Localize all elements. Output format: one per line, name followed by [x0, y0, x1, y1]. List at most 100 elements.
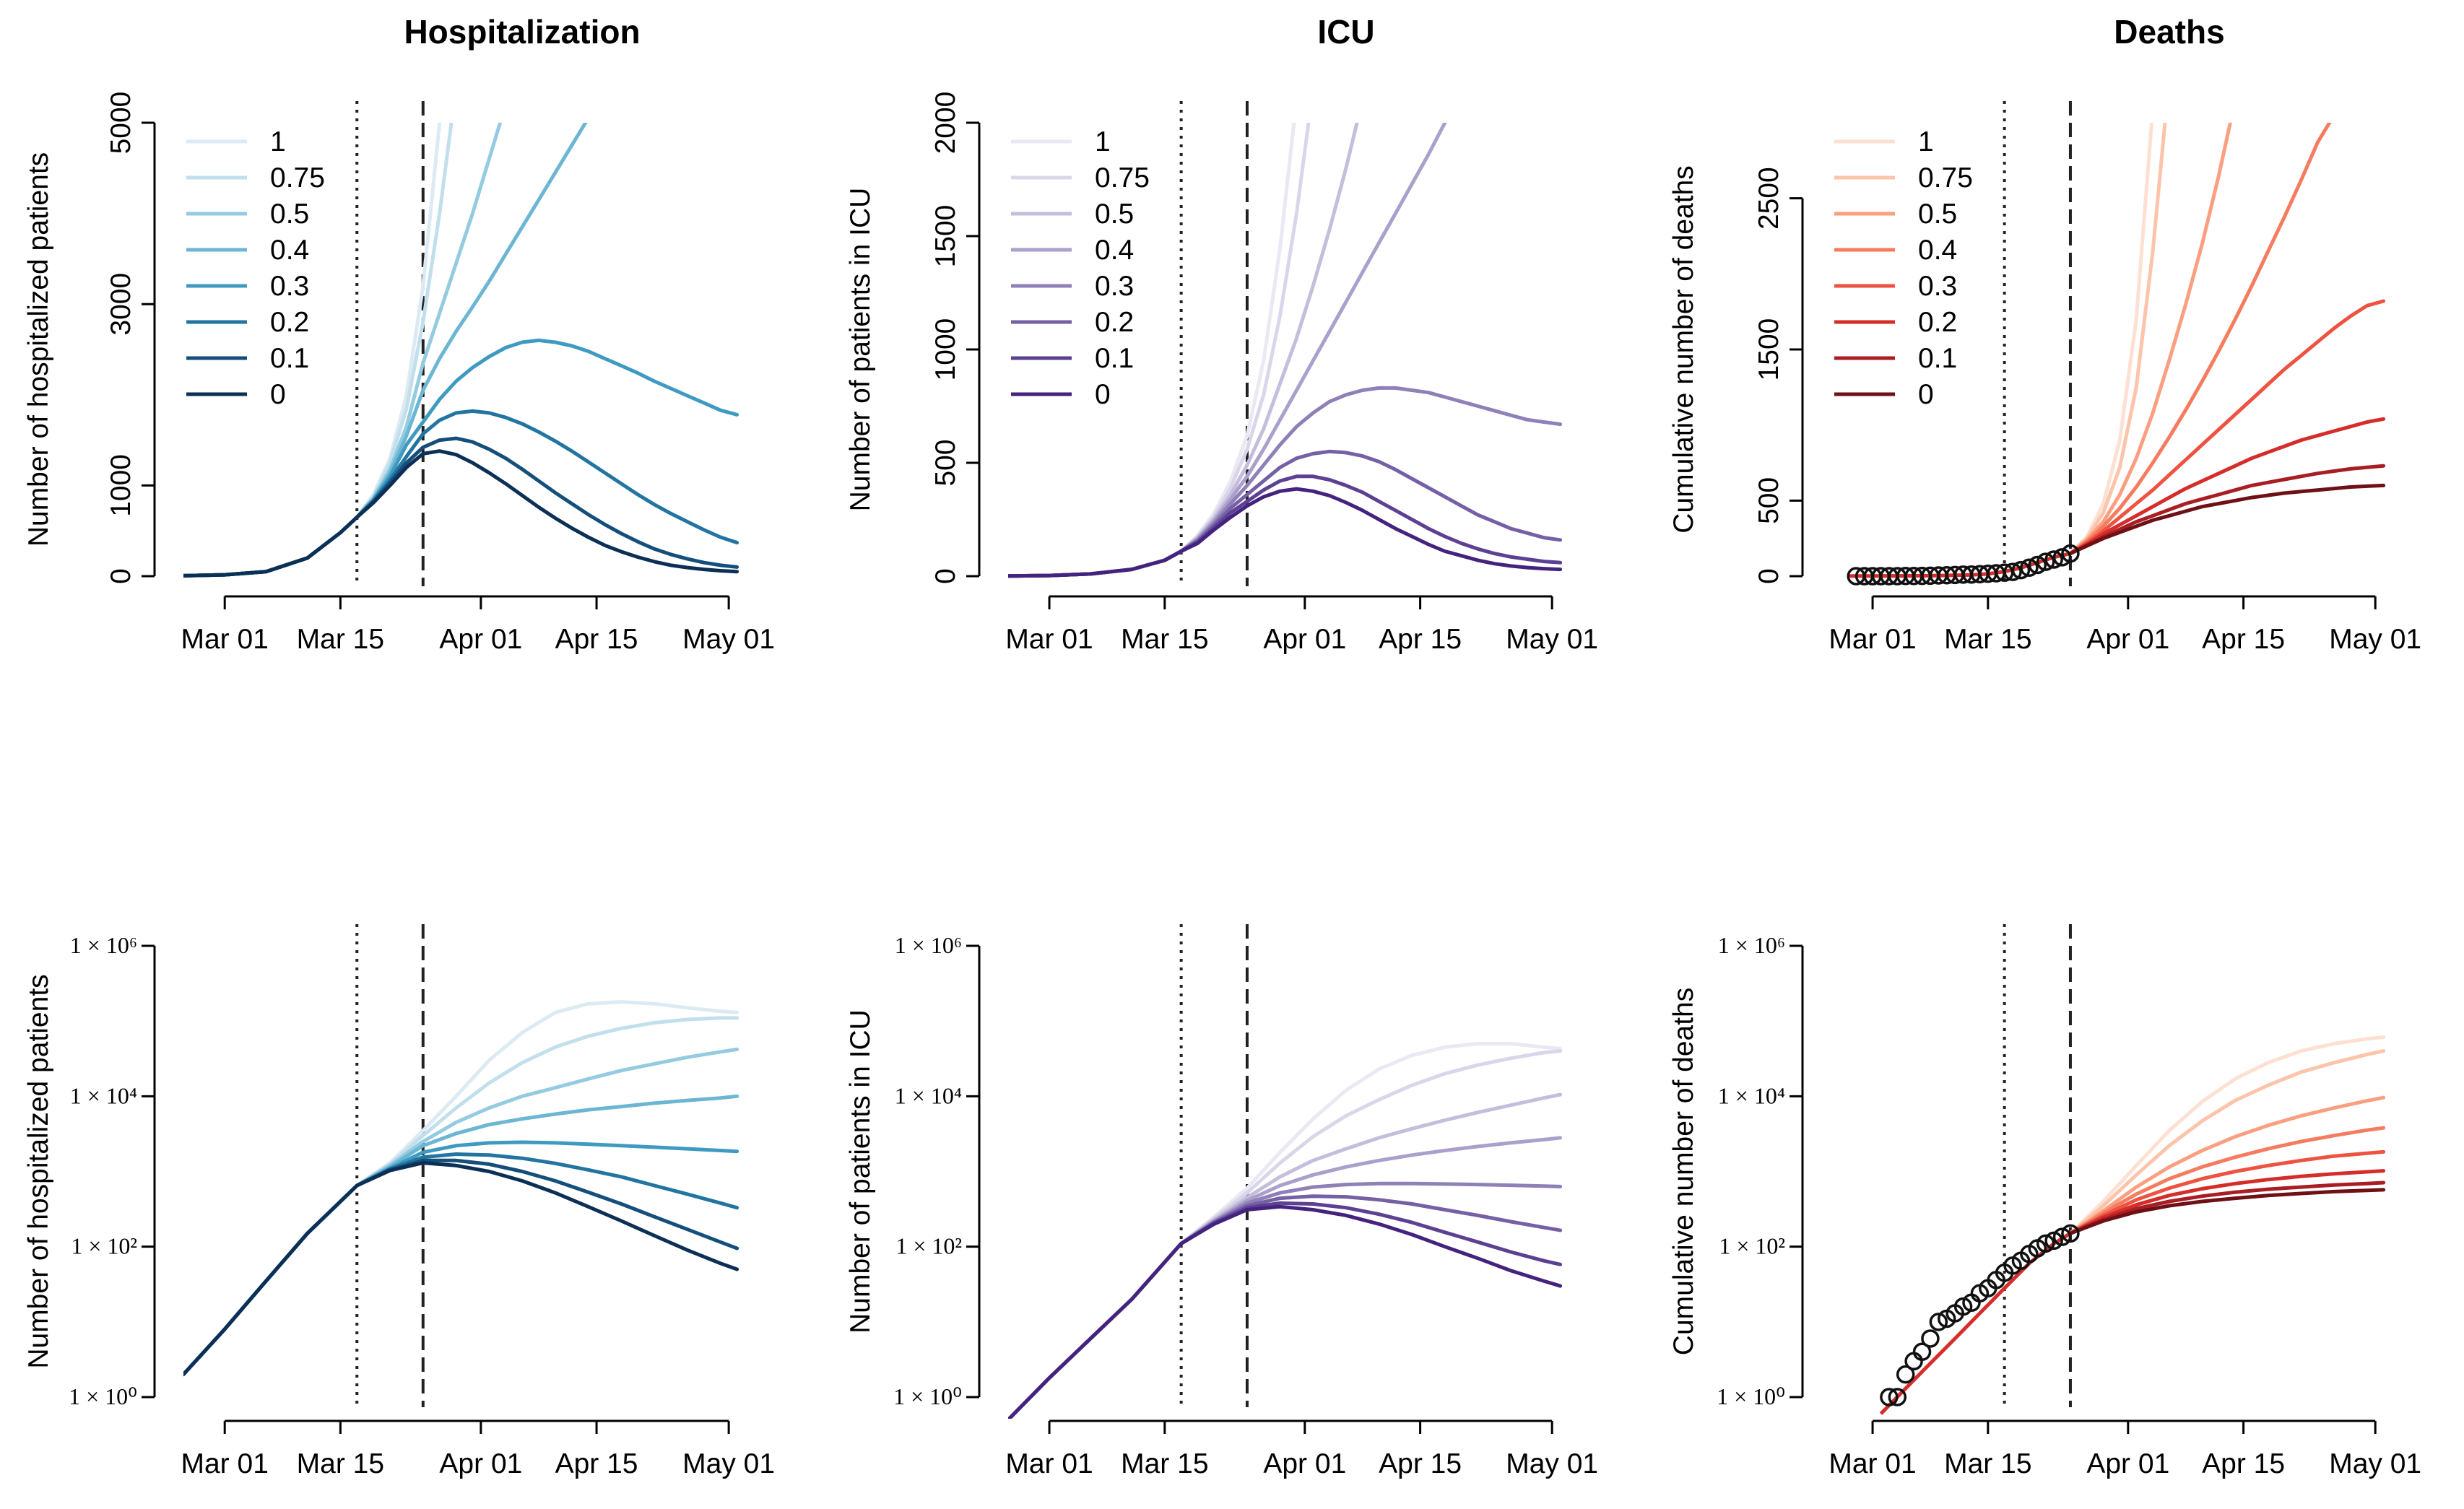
y-tick-label: 1 × 10⁶ [70, 932, 137, 958]
series-line-0 [1008, 1204, 1563, 1419]
y-tick-label: 1500 [1753, 318, 1784, 381]
x-tick-label: May 01 [2329, 624, 2421, 655]
legend-label: 0.5 [270, 199, 309, 230]
series-group [1879, 1035, 2386, 1415]
series-line-0.4 [183, 123, 588, 578]
series-line-0 [1008, 487, 1563, 578]
chart-icu-log: 1 × 10⁰ 1 × 10² 1 × 10⁴ 1 × 10⁶ Number of pa… [845, 924, 1598, 1479]
series-line-0.1 [2068, 464, 2386, 556]
series-group [183, 1000, 739, 1377]
x-tick-label: Apr 15 [2202, 624, 2285, 655]
x-tick-label: Mar 15 [297, 624, 384, 655]
series-line-0.75 [2068, 1049, 2386, 1235]
x-tick-label: Apr 01 [2086, 1448, 2169, 1479]
series-line-0.2 [2068, 1169, 2386, 1235]
y-axis-label: Cumulative number of deaths [1668, 165, 1699, 533]
legend-label: 0.75 [270, 162, 325, 193]
observed-point [2044, 550, 2063, 569]
series-line-0.4 [2068, 123, 2332, 556]
y-tick-label: 0 [105, 568, 136, 584]
legend-label: 0.1 [1918, 343, 1957, 374]
x-tick-label: Mar 01 [181, 624, 269, 655]
series-line-0.5 [2068, 123, 2232, 556]
x-tick-label: Mar 15 [297, 1448, 384, 1479]
legend-label: 0.75 [1095, 162, 1150, 193]
x-tick-label: May 01 [1506, 624, 1598, 655]
legend-label: 1 [270, 126, 286, 157]
chart-icu-linear: ICU 0 500 1000 1500 2000 Number of patients in… [845, 13, 1598, 655]
y-axis-label: Cumulative number of deaths [1668, 988, 1699, 1355]
x-tick-label: Apr 01 [439, 1448, 522, 1479]
series-line-1 [2068, 1035, 2386, 1235]
series-line-0.5 [183, 1047, 739, 1377]
y-tick-label: 1000 [105, 454, 136, 517]
fit-line [1879, 1232, 2072, 1415]
observed-point [2061, 1224, 2080, 1243]
x-tick-label: Apr 01 [1263, 1448, 1346, 1479]
series-line-0.5 [2068, 1095, 2386, 1235]
legend-label: 0 [1918, 379, 1934, 410]
legend-label: 0.5 [1918, 199, 1957, 230]
observed-point [2061, 544, 2080, 563]
y-tick-label: 1 × 10² [895, 1233, 962, 1259]
x-tick-label: Mar 15 [1121, 624, 1208, 655]
x-tick-label: May 01 [1506, 1448, 1598, 1479]
series-line-0.2 [1008, 1194, 1563, 1419]
x-tick-label: May 01 [682, 1448, 775, 1479]
y-tick-label: 0 [1753, 568, 1784, 584]
x-tick-label: Mar 15 [1944, 624, 2031, 655]
legend-label: 0.75 [1918, 162, 1973, 193]
x-tick-label: Mar 15 [1944, 1448, 2031, 1479]
series-line-0.75 [183, 123, 454, 578]
x-tick-label: Mar 01 [1829, 1448, 1916, 1479]
chart-title: Hospitalization [404, 13, 640, 51]
legend-label: 0.5 [1095, 199, 1134, 230]
legend-label: 0.4 [1918, 235, 1957, 266]
series-line-0.3 [1008, 1181, 1563, 1419]
y-tick-label: 1 × 10⁶ [895, 932, 962, 958]
y-tick-label: 1 × 10⁴ [70, 1082, 137, 1108]
y-tick-label: 1 × 10⁰ [1717, 1383, 1785, 1409]
series-line-0 [183, 1161, 739, 1377]
legend-label: 0.4 [270, 235, 309, 266]
legend-label: 0.1 [270, 343, 309, 374]
y-tick-label: 1 × 10⁰ [69, 1383, 137, 1409]
observed-point [2028, 555, 2047, 575]
series-line-0.2 [1008, 449, 1563, 578]
observed-point [1912, 1342, 1932, 1362]
chart-title: Deaths [2114, 13, 2224, 51]
y-tick-label: 1 × 10² [71, 1233, 137, 1259]
series-line-0.5 [183, 123, 503, 578]
legend-label: 0 [270, 379, 286, 410]
observed-point [2036, 552, 2055, 571]
chart-deaths-log: 1 × 10⁰ 1 × 10² 1 × 10⁴ 1 × 10⁶ Cumulative n… [1668, 924, 2421, 1479]
y-axis-label: Number of hospitalized patients [23, 974, 54, 1368]
x-tick-label: Mar 01 [1005, 624, 1093, 655]
y-tick-label: 500 [930, 439, 961, 486]
observed-point [1929, 1313, 1948, 1331]
chart-hosp-log: 1 × 10⁰ 1 × 10² 1 × 10⁴ 1 × 10⁶ Number of ho… [23, 924, 775, 1479]
series-line-0.2 [183, 409, 739, 578]
observed-point [1880, 1388, 1899, 1406]
legend-label: 0.1 [1095, 343, 1134, 374]
y-tick-label: 1 × 10⁰ [893, 1383, 962, 1409]
legend-label: 0 [1095, 379, 1111, 410]
x-tick-label: Apr 01 [439, 624, 522, 655]
y-tick-label: 1 × 10⁴ [895, 1082, 962, 1108]
observed-point [1896, 1365, 1915, 1384]
series-line-0.2 [2068, 417, 2386, 556]
series-line-0.75 [1008, 1049, 1563, 1419]
x-tick-label: Apr 15 [555, 624, 638, 655]
y-tick-label: 3000 [105, 273, 136, 336]
series-line-0.2 [183, 1152, 739, 1377]
series-line-0.4 [2068, 1126, 2386, 1235]
series-group [1008, 1042, 1563, 1419]
series-group [1847, 123, 2386, 578]
x-tick-label: Apr 15 [555, 1448, 638, 1479]
series-line-0.1 [2068, 1180, 2386, 1235]
observed-point [2020, 558, 2039, 578]
x-tick-label: Apr 15 [1379, 1448, 1462, 1479]
observed-point [1921, 1329, 1940, 1348]
x-tick-label: May 01 [2329, 1448, 2421, 1479]
observed-point [2011, 560, 2031, 580]
